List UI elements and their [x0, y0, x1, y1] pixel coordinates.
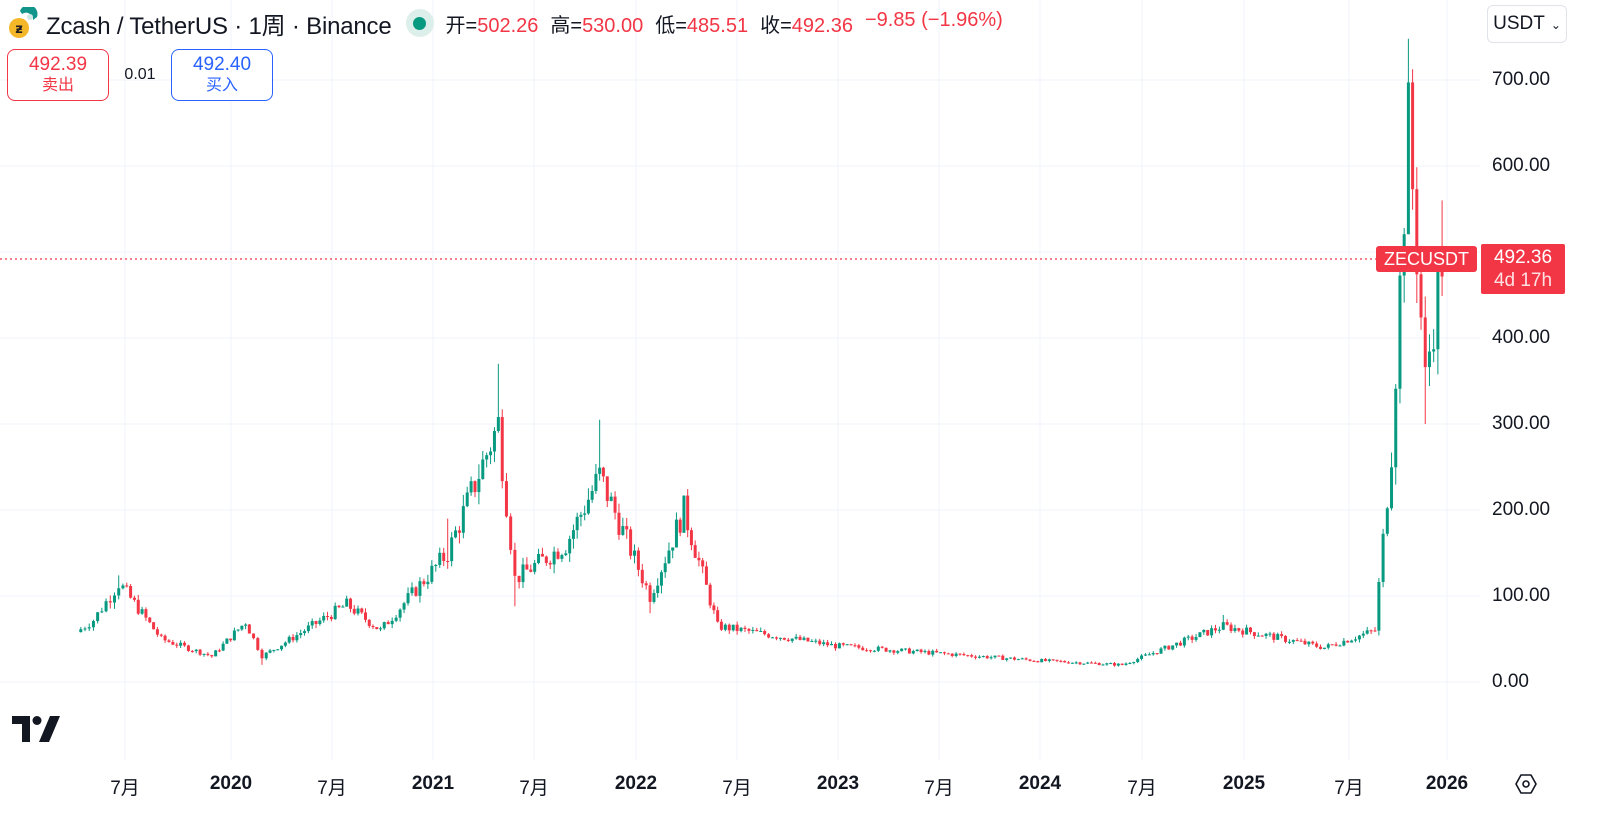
price-axis-label: 700.00 [1492, 69, 1551, 90]
price-axis-label: 600.00 [1492, 155, 1551, 176]
time-axis-label: 7月 [110, 778, 140, 799]
chart-settings-icon[interactable] [1514, 772, 1538, 801]
time-axis-label: 7月 [317, 778, 347, 799]
close-label: 收= [760, 14, 792, 37]
grid-lines [0, 0, 1480, 760]
time-axis-label: 7月 [924, 778, 954, 799]
spread-value: 0.01 [124, 66, 156, 83]
time-axis-label: 7月 [519, 778, 549, 799]
last-price-tag: 492.36 4d 17h [1481, 244, 1565, 294]
open-label: 开= [445, 14, 478, 37]
chevron-down-icon: ⌄ [1550, 18, 1561, 32]
ohlc-legend: 开=502.26 高=530.00 低=485.51 收=492.36 −9.8… [446, 9, 1003, 38]
price-axis-label: 200.00 [1492, 499, 1551, 520]
currency-value: USDT [1493, 13, 1545, 34]
tradingview-logo-icon[interactable] [12, 716, 60, 747]
time-axis-label: 7月 [1334, 778, 1364, 799]
time-axis-label: 2025 [1222, 773, 1266, 794]
candles [79, 38, 1444, 667]
low-label: 低= [655, 14, 687, 37]
change-value: −9.85 (−1.96%) [864, 8, 1003, 31]
market-open-dot-icon [413, 16, 427, 30]
symbol-price-tag: ZECUSDT [1376, 246, 1477, 272]
symbol-title[interactable]: Zcash / TetherUS · 1周 · Binance [46, 12, 392, 40]
chart-header: ƶ Zcash / TetherUS · 1周 · Binance 开=502.… [8, 4, 1003, 40]
bar-countdown: 4d 17h [1493, 270, 1553, 291]
open-value: 502.26 [477, 14, 539, 37]
sell-button[interactable]: 492.39 卖出 [7, 49, 109, 101]
buy-price: 492.40 [192, 54, 252, 75]
zcash-coin-icon: ƶ [8, 4, 40, 39]
time-axis-label: 2024 [1018, 773, 1062, 794]
buy-button[interactable]: 492.40 买入 [171, 49, 273, 101]
price-axis-label: 100.00 [1492, 585, 1551, 606]
price-axis-label: 300.00 [1492, 413, 1551, 434]
last-price: 492.36 [1493, 247, 1553, 268]
time-axis-label: 2020 [209, 773, 253, 794]
high-value: 530.00 [582, 14, 644, 37]
close-value: 492.36 [791, 14, 853, 37]
buy-label: 买入 [205, 77, 238, 94]
price-axis-label: 400.00 [1492, 327, 1551, 348]
sell-price: 492.39 [28, 54, 88, 75]
high-label: 高= [550, 14, 583, 37]
time-axis-label: 2022 [614, 773, 658, 794]
market-status-indicator[interactable] [405, 9, 434, 37]
currency-selector[interactable]: USDT ⌄ [1487, 5, 1567, 43]
low-value: 485.51 [686, 14, 749, 37]
time-axis-label: 7月 [1127, 778, 1157, 799]
time-axis-label: 2026 [1425, 773, 1469, 794]
svg-text:ƶ: ƶ [15, 22, 23, 37]
time-axis-label: 2021 [411, 773, 455, 794]
sell-label: 卖出 [41, 77, 74, 94]
time-axis-label: 2023 [816, 773, 860, 794]
trade-panel: 492.39 卖出 0.01 492.40 买入 [7, 49, 273, 101]
time-axis-label: 7月 [722, 778, 752, 799]
price-axis-label: 0.00 [1492, 671, 1529, 692]
